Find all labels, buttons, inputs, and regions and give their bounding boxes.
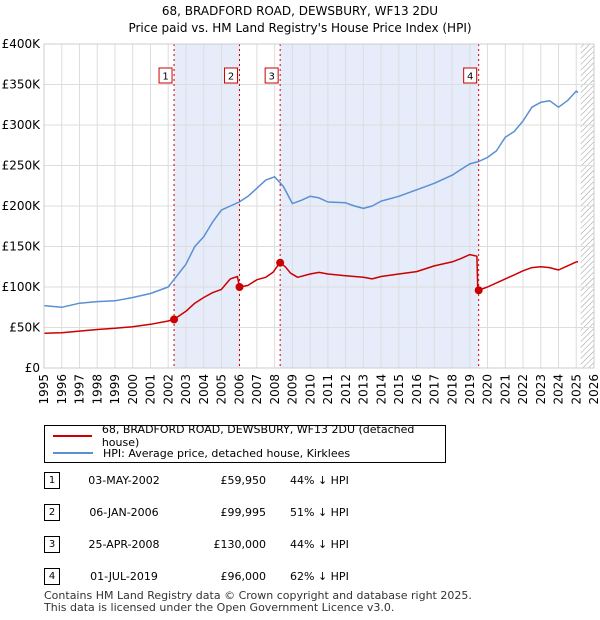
- sale-row: 1 03-MAY-2002 £59,950 44% ↓ HPI: [44, 470, 464, 492]
- x-tick-label: 2023: [534, 374, 548, 405]
- sale-point: [235, 283, 244, 292]
- sale-point: [276, 258, 285, 267]
- footer-licence: This data is licensed under the Open Gov…: [44, 601, 395, 614]
- x-tick-label: 2025: [569, 374, 583, 405]
- y-tick-label: £400K: [2, 37, 42, 51]
- price-chart: 1 2 3 4 £0 £50K £100K £150K £200K £250K £300K £350…: [2, 37, 600, 405]
- sale-label-box: [224, 67, 239, 84]
- x-tick-label: 2018: [445, 374, 459, 405]
- y-tick-label: £100K: [2, 280, 42, 294]
- x-tick-label: 2012: [339, 374, 353, 405]
- x-tick-label: 1995: [37, 374, 51, 405]
- x-tick-label: 2026: [587, 374, 600, 405]
- sale-row: 3 25-APR-2008 £130,000 44% ↓ HPI: [44, 534, 464, 556]
- sale-hpi-diff: 44% ↓ HPI: [290, 538, 349, 551]
- footer: Contains HM Land Registry data © Crown c…: [44, 590, 472, 614]
- chart-subtitle: Price paid vs. HM Land Registry's House …: [128, 21, 472, 35]
- sale-number-badge: 1: [44, 472, 60, 489]
- sale-label-box: [463, 67, 478, 84]
- x-tick-label: 2010: [303, 374, 317, 405]
- legend-swatch-hpi: [53, 452, 93, 454]
- sale-price: £99,995: [220, 506, 267, 519]
- x-tick-label: 1998: [90, 374, 104, 405]
- x-tick-label: 2001: [144, 374, 158, 405]
- sale-row: 4 01-JUL-2019 £96,000 62% ↓ HPI: [44, 566, 464, 588]
- sale-price: £59,950: [220, 474, 267, 487]
- x-tick-label: 2002: [161, 374, 175, 405]
- x-tick-label: 2020: [481, 374, 495, 405]
- sale-label-text: 1: [162, 72, 168, 83]
- sale-label-box: [264, 67, 279, 84]
- legend-label-hpi: HPI: Average price, detached house, Kirk…: [103, 446, 351, 460]
- legend: 68, BRADFORD ROAD, DEWSBURY, WF13 2DU (d…: [44, 423, 446, 463]
- sale-number-badge: 2: [44, 504, 60, 521]
- x-tick-label: 2004: [197, 374, 211, 405]
- y-tick-label: £50K: [9, 321, 41, 335]
- x-tick-label: 2009: [286, 374, 300, 405]
- x-tick-label: 2019: [463, 374, 477, 405]
- x-tick-label: 2013: [357, 374, 371, 405]
- chart-title: 68, BRADFORD ROAD, DEWSBURY, WF13 2DU: [161, 4, 439, 18]
- y-tick-label: £250K: [2, 159, 42, 173]
- sale-price: £130,000: [213, 538, 267, 551]
- sale-point: [474, 286, 483, 295]
- x-tick-label: 2000: [126, 374, 140, 405]
- legend-swatch-property: [53, 435, 92, 437]
- sale-point: [170, 315, 179, 324]
- sale-date: 01-JUL-2019: [90, 570, 158, 583]
- x-tick-label: 2005: [215, 374, 229, 405]
- y-tick-label: £350K: [2, 78, 42, 92]
- x-tick-label: 2021: [498, 374, 512, 405]
- x-tick-label: 2016: [410, 374, 424, 405]
- x-tick-label: 2008: [268, 374, 282, 405]
- sale-label-text: 4: [467, 72, 473, 83]
- y-tick-label: £150K: [2, 240, 42, 254]
- sale-hpi-diff: 62% ↓ HPI: [290, 570, 349, 583]
- x-tick-label: 1997: [73, 374, 87, 405]
- y-tick-label: £0: [25, 361, 40, 375]
- sale-number-badge: 4: [44, 568, 60, 585]
- sale-price: £96,000: [220, 570, 267, 583]
- legend-item-property: 68, BRADFORD ROAD, DEWSBURY, WF13 2DU (d…: [53, 423, 445, 449]
- y-tick-label: £200K: [2, 199, 42, 213]
- sale-date: 25-APR-2008: [88, 538, 160, 551]
- x-tick-label: 2011: [321, 374, 335, 405]
- x-tick-label: 2017: [428, 374, 442, 405]
- legend-label-property: 68, BRADFORD ROAD, DEWSBURY, WF13 2DU (d…: [101, 423, 415, 449]
- sale-label-text: 2: [228, 72, 234, 83]
- series-line-hpi: [43, 90, 579, 309]
- sale-label-box: [158, 67, 173, 84]
- sale-label-text: 3: [268, 72, 274, 83]
- x-tick-label: 1996: [55, 374, 69, 405]
- sale-hpi-diff: 51% ↓ HPI: [290, 506, 349, 519]
- x-tick-label: 2022: [516, 374, 530, 405]
- footer-copyright: Contains HM Land Registry data © Crown c…: [44, 589, 472, 602]
- sale-hpi-diff: 44% ↓ HPI: [290, 474, 349, 487]
- sale-date: 06-JAN-2006: [89, 506, 159, 519]
- x-tick-label: 2007: [250, 374, 264, 405]
- x-tick-label: 1999: [108, 374, 122, 405]
- sale-date: 03-MAY-2002: [88, 474, 160, 487]
- legend-item-hpi: HPI: Average price, detached house, Kirk…: [53, 445, 350, 461]
- plot-frame: [43, 43, 595, 369]
- sale-row: 2 06-JAN-2006 £99,995 51% ↓ HPI: [44, 502, 464, 524]
- sale-number-badge: 3: [44, 536, 60, 553]
- series-line-property: [43, 253, 578, 334]
- x-tick-label: 2006: [232, 374, 246, 405]
- x-tick-label: 2014: [374, 374, 388, 405]
- x-tick-label: 2003: [179, 374, 193, 405]
- y-tick-label: £300K: [2, 118, 42, 132]
- x-tick-label: 2015: [392, 374, 406, 405]
- x-tick-label: 2024: [552, 374, 566, 405]
